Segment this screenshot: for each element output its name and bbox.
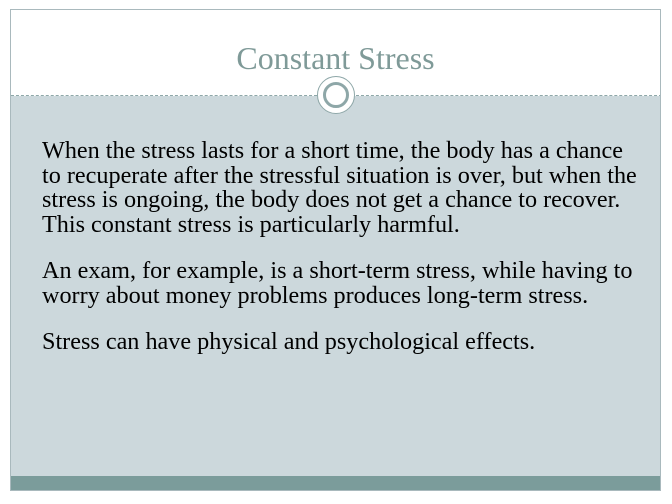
paragraph: An exam, for example, is a short-term st… [42, 257, 633, 309]
title-divider-right [356, 95, 660, 96]
title-divider-left [11, 95, 317, 96]
content-area: When the stress lasts for a short time, … [11, 96, 660, 476]
divider-ornament-icon [317, 76, 355, 114]
slide-title: Constant Stress [236, 40, 435, 76]
divider-ornament-inner [323, 82, 349, 108]
bottom-band [11, 476, 660, 490]
paragraph: Stress can have physical and psychologic… [42, 328, 536, 355]
slide-frame: Constant Stress When the stress lasts fo… [10, 9, 661, 491]
body-text: When the stress lasts for a short time, … [42, 137, 642, 377]
paragraph: When the stress lasts for a short time, … [42, 137, 637, 238]
